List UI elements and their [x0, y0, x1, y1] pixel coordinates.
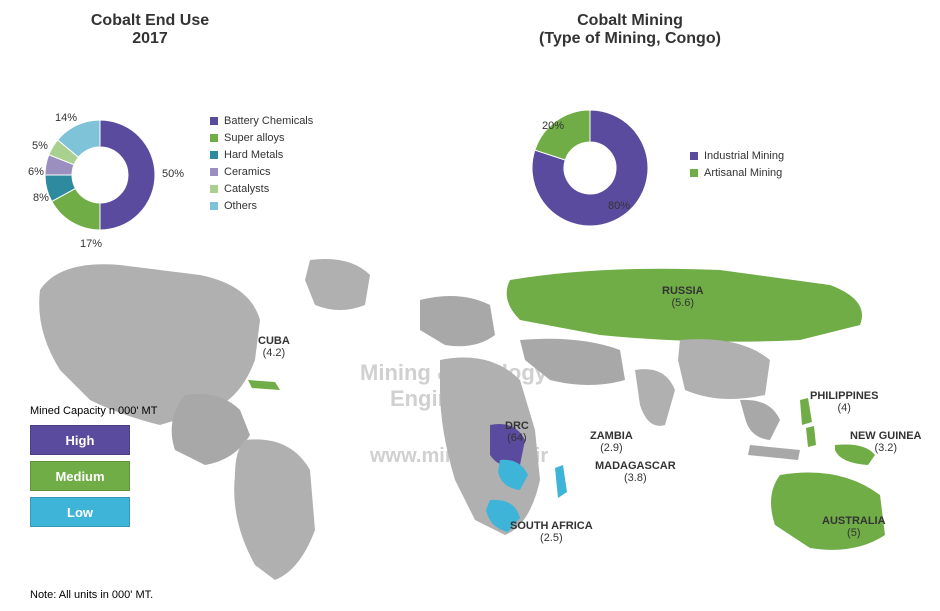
country-value: (64) [505, 432, 529, 444]
country-label: SOUTH AFRICA(2.5) [510, 520, 593, 544]
country-value: (3.8) [595, 472, 676, 484]
slice-pct-label: 5% [32, 140, 48, 152]
legend-label: Ceramics [224, 166, 270, 178]
country-value: (5) [822, 527, 886, 539]
end-use-legend: Battery Chemicals Super alloys Hard Metals… [210, 115, 313, 217]
country-value: (2.9) [590, 442, 633, 454]
legend-swatch [210, 151, 218, 159]
legend-item: Super alloys [210, 132, 313, 144]
capacity-level-box: Low [30, 497, 130, 527]
country-name: RUSSIA [662, 285, 704, 297]
legend-swatch [690, 152, 698, 160]
legend-label: Artisanal Mining [704, 167, 782, 179]
country-name: PHILIPPINES [810, 390, 878, 402]
country-name: NEW GUINEA [850, 430, 922, 442]
legend-label: Catalysts [224, 183, 269, 195]
country-value: (3.2) [850, 442, 922, 454]
slice-pct-label: 6% [28, 166, 44, 178]
capacity-title: Mined Capacity n 000' MT [30, 405, 157, 417]
legend-label: Hard Metals [224, 149, 283, 161]
country-value: (4.2) [258, 347, 290, 359]
slice-pct-label: 50% [162, 168, 184, 180]
legend-swatch [210, 117, 218, 125]
legend-label: Others [224, 200, 257, 212]
country-value: (5.6) [662, 297, 704, 309]
mining-type-legend: Industrial Mining Artisanal Mining [690, 150, 784, 184]
country-value: (4) [810, 402, 878, 414]
legend-item: Ceramics [210, 166, 313, 178]
country-label: PHILIPPINES(4) [810, 390, 878, 414]
legend-label: Battery Chemicals [224, 115, 313, 127]
country-label: MADAGASCAR(3.8) [595, 460, 676, 484]
legend-label: Industrial Mining [704, 150, 784, 162]
country-label: NEW GUINEA(3.2) [850, 430, 922, 454]
legend-item: Artisanal Mining [690, 167, 784, 179]
legend-item: Battery Chemicals [210, 115, 313, 127]
country-name: CUBA [258, 335, 290, 347]
slice-pct-label: 80% [608, 200, 630, 212]
slice-pct-label: 8% [33, 192, 49, 204]
slice-pct-label: 14% [55, 112, 77, 124]
country-label: RUSSIA(5.6) [662, 285, 704, 309]
legend-label: Super alloys [224, 132, 285, 144]
legend-swatch [210, 202, 218, 210]
legend-item: Others [210, 200, 313, 212]
capacity-level-box: High [30, 425, 130, 455]
legend-swatch [210, 134, 218, 142]
donut-slice [535, 110, 590, 160]
legend-item: Hard Metals [210, 149, 313, 161]
country-name: AUSTRALIA [822, 515, 886, 527]
slice-pct-label: 20% [542, 120, 564, 132]
legend-swatch [690, 169, 698, 177]
legend-swatch [210, 168, 218, 176]
country-name: DRC [505, 420, 529, 432]
legend-item: Catalysts [210, 183, 313, 195]
mining-type-donut [0, 0, 940, 260]
legend-item: Industrial Mining [690, 150, 784, 162]
country-label: DRC(64) [505, 420, 529, 444]
legend-swatch [210, 185, 218, 193]
units-note: Note: All units in 000' MT. [30, 589, 153, 601]
country-label: CUBA(4.2) [258, 335, 290, 359]
country-name: MADAGASCAR [595, 460, 676, 472]
slice-pct-label: 17% [80, 238, 102, 250]
country-label: ZAMBIA(2.9) [590, 430, 633, 454]
country-value: (2.5) [510, 532, 593, 544]
country-name: ZAMBIA [590, 430, 633, 442]
country-label: AUSTRALIA(5) [822, 515, 886, 539]
capacity-level-box: Medium [30, 461, 130, 491]
capacity-legend: Mined Capacity n 000' MT High Medium Low [30, 405, 157, 533]
country-name: SOUTH AFRICA [510, 520, 593, 532]
